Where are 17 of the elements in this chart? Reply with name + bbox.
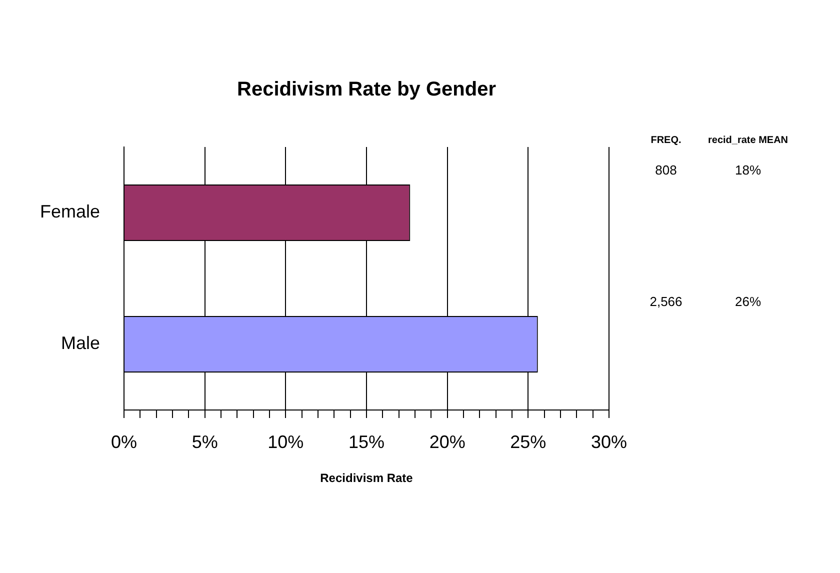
text: 808 <box>655 162 677 178</box>
x-tick-label: 20% <box>429 432 466 452</box>
x-tick-label: 10% <box>268 432 304 452</box>
x-tick-label: 25% <box>510 432 546 452</box>
y-tick-label: Male <box>60 333 100 354</box>
x-tick-label: 15% <box>348 432 385 452</box>
text: 2,566 <box>650 294 682 309</box>
x-axis-title: Recidivism Rate <box>320 471 414 486</box>
data-label: 26% <box>734 294 762 309</box>
x-tick-label: 30% <box>590 432 628 452</box>
text: recid_rate MEAN <box>708 134 788 146</box>
text: FREQ. <box>650 134 682 146</box>
x-tick-label: 5% <box>192 432 218 452</box>
chart-title: Recidivism Rate by Gender <box>237 78 496 101</box>
x-tick-label: 0% <box>110 432 138 452</box>
y-tick-label: Female <box>40 202 100 222</box>
data-label: 18% <box>734 162 762 178</box>
